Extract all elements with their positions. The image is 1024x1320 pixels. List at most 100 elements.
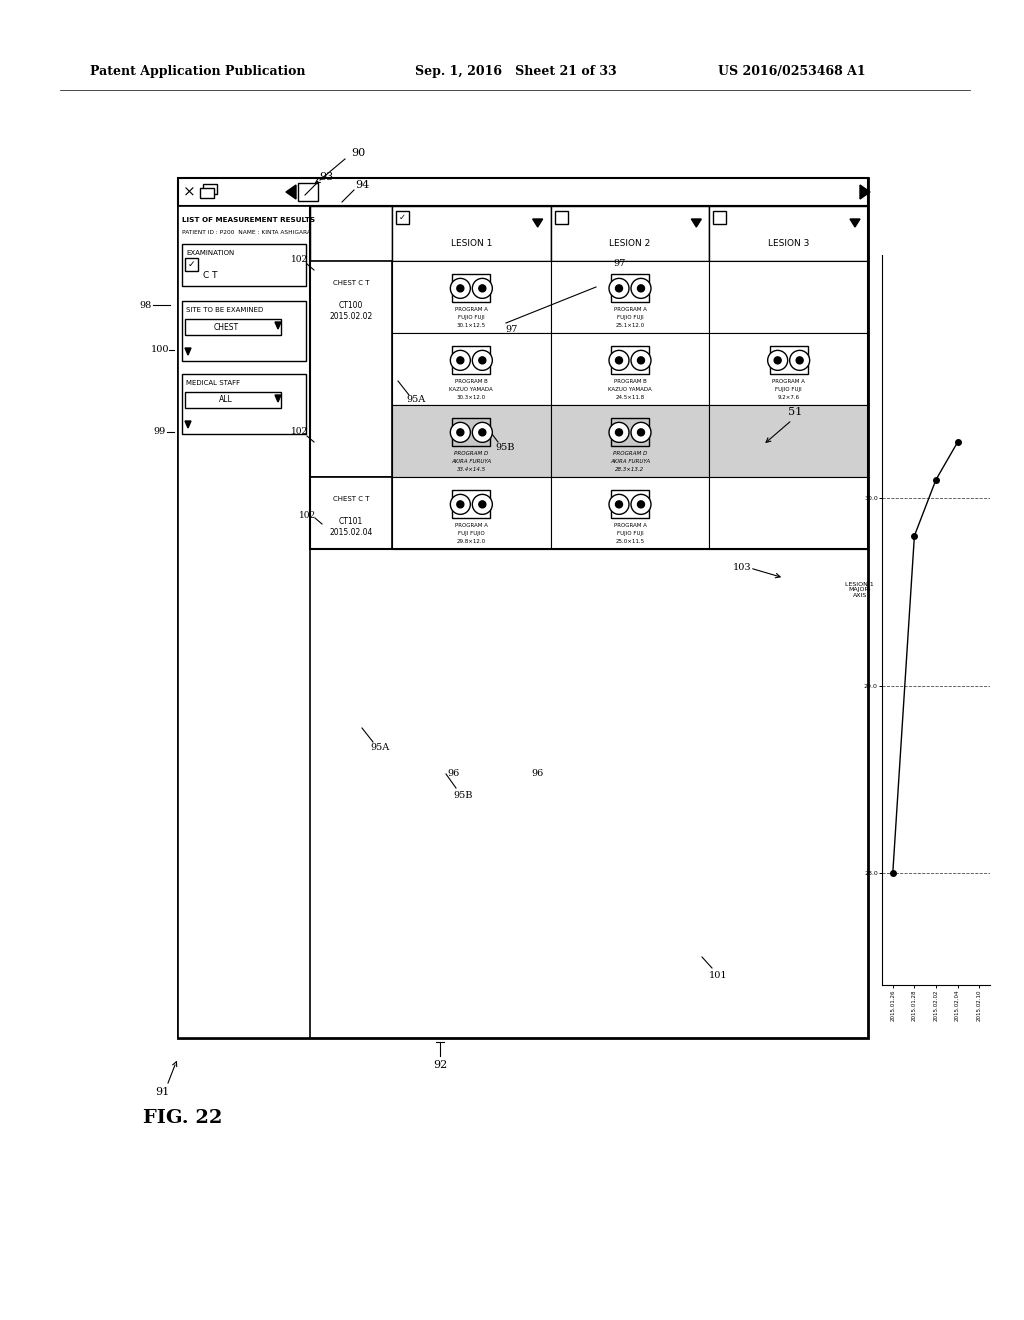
Circle shape [479,429,485,436]
Bar [611,490,649,519]
Circle shape [479,285,485,292]
Bar [310,206,392,261]
Text: 102: 102 [299,511,316,520]
Circle shape [631,279,651,298]
Text: PROGRAM A: PROGRAM A [613,308,646,312]
Bar [710,477,868,549]
Circle shape [472,350,493,371]
Text: CT100
2015.02.02: CT100 2015.02.02 [330,301,373,321]
Text: AKIRA FURUYA: AKIRA FURUYA [452,459,492,465]
Bar [178,178,868,206]
Text: ✓: ✓ [398,213,406,222]
Text: ALL: ALL [219,396,232,404]
Text: 102: 102 [292,256,308,264]
Polygon shape [691,219,701,227]
Bar [182,374,306,434]
Bar [310,261,392,477]
Circle shape [774,356,781,364]
Polygon shape [185,421,191,428]
Bar [453,418,490,446]
Bar [185,257,198,271]
Bar [611,346,649,375]
Circle shape [451,495,470,515]
Polygon shape [532,219,543,227]
Text: 95B: 95B [454,791,473,800]
Text: SITE TO BE EXAMINED: SITE TO BE EXAMINED [186,308,263,313]
Bar [555,211,567,224]
Circle shape [768,350,787,371]
Text: 25.0×11.5: 25.0×11.5 [615,539,644,544]
Text: 51: 51 [787,407,802,417]
Text: ✓: ✓ [187,260,195,268]
Text: PATIENT ID : P200  NAME : KINTA ASHIGARA: PATIENT ID : P200 NAME : KINTA ASHIGARA [182,231,311,235]
Text: PROGRAM A: PROGRAM A [455,523,487,528]
Text: CHEST C T: CHEST C T [333,280,370,286]
Bar [310,477,392,549]
Text: 96: 96 [531,768,544,777]
Bar [392,405,551,477]
Bar [551,477,710,549]
Polygon shape [185,348,191,355]
Circle shape [631,350,651,371]
Bar [178,178,868,1038]
Text: LESION 1: LESION 1 [451,239,492,248]
Bar [551,206,710,261]
Bar [710,261,868,333]
Bar [392,261,551,333]
Text: 101: 101 [709,972,727,981]
Text: 28.3×13.2: 28.3×13.2 [615,467,644,473]
Text: PROGRAM B: PROGRAM B [455,379,487,384]
Text: 98: 98 [140,301,153,309]
Circle shape [638,429,644,436]
Text: FUJI FUJIO: FUJI FUJIO [458,531,484,536]
Text: LESION 3: LESION 3 [768,239,809,248]
Text: 9.2×7.6: 9.2×7.6 [777,395,800,400]
Text: PROGRAM D: PROGRAM D [613,451,647,455]
Circle shape [472,422,493,442]
Text: 100: 100 [151,346,169,355]
Circle shape [609,350,629,371]
Polygon shape [275,322,281,329]
Text: 92: 92 [433,1060,447,1071]
Bar [710,206,868,261]
Text: 99: 99 [154,428,166,437]
Text: 95A: 95A [371,743,389,752]
Bar [310,206,868,261]
Text: 30.3×12.0: 30.3×12.0 [457,395,486,400]
Text: 95B: 95B [496,444,515,453]
Bar [453,346,490,375]
Text: US 2016/0253468 A1: US 2016/0253468 A1 [718,66,865,78]
Text: 97: 97 [506,326,518,334]
Text: Patent Application Publication: Patent Application Publication [90,66,305,78]
Circle shape [479,356,485,364]
Text: 96: 96 [446,768,459,777]
Circle shape [451,422,470,442]
Text: 97: 97 [613,259,627,268]
Circle shape [638,356,644,364]
Bar [710,405,868,477]
Text: FUJIO FUJI: FUJIO FUJI [616,315,643,319]
Bar [182,244,306,286]
Text: 91: 91 [155,1086,169,1097]
Circle shape [615,429,623,436]
Text: PROGRAM B: PROGRAM B [613,379,646,384]
Bar [453,275,490,302]
Circle shape [451,279,470,298]
Text: 93: 93 [318,172,333,182]
Bar [203,183,217,194]
Text: 94: 94 [355,180,369,190]
Bar [392,206,551,261]
Polygon shape [860,185,870,199]
Bar [185,319,281,335]
Circle shape [615,356,623,364]
Text: 95A: 95A [407,396,426,404]
Text: Sep. 1, 2016   Sheet 21 of 33: Sep. 1, 2016 Sheet 21 of 33 [415,66,616,78]
Text: 33.4×14.5: 33.4×14.5 [457,467,486,473]
Text: MEDICAL STAFF: MEDICAL STAFF [186,380,240,385]
Text: LIST OF MEASUREMENT RESULTS: LIST OF MEASUREMENT RESULTS [182,216,315,223]
Text: PROGRAM A: PROGRAM A [772,379,805,384]
Text: 29.8×12.0: 29.8×12.0 [457,539,486,544]
Circle shape [790,350,810,371]
Bar [200,187,214,198]
Bar [396,211,409,224]
